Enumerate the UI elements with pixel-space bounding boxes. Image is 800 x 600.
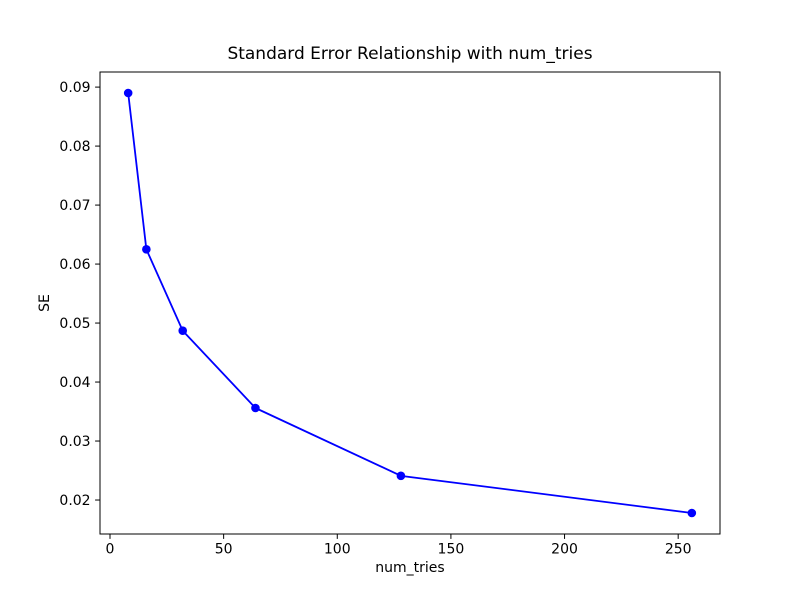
- x-tick-label: 250: [665, 541, 692, 557]
- x-tick-label: 150: [438, 541, 465, 557]
- data-point: [142, 245, 151, 254]
- x-tick-label: 100: [324, 541, 351, 557]
- data-point: [251, 403, 260, 413]
- y-tick-label: 0.04: [59, 375, 90, 391]
- data-point: [396, 471, 406, 481]
- chart-title: Standard Error Relationship with num_tri…: [227, 44, 593, 64]
- data-point: [178, 326, 188, 336]
- y-tick-label: 0.02: [59, 493, 90, 509]
- axes-frame: [99, 71, 721, 535]
- x-tick-label: 50: [215, 541, 233, 557]
- y-tick-label: 0.03: [59, 434, 90, 450]
- x-axis-label: num_tries: [375, 560, 445, 576]
- data-point: [123, 88, 133, 98]
- y-tick-label: 0.08: [59, 139, 90, 155]
- y-tick-label: 0.07: [59, 198, 90, 214]
- data-point: [687, 508, 697, 518]
- x-tick-label: 200: [551, 541, 578, 557]
- plot-background: [100, 72, 720, 534]
- y-axis-label: SE: [37, 294, 53, 312]
- data-line: [127, 92, 692, 514]
- x-tick-label: 0: [106, 541, 115, 557]
- y-tick-label: 0.06: [59, 257, 90, 273]
- y-tick-label: 0.09: [59, 80, 90, 96]
- y-tick-label: 0.05: [59, 316, 90, 332]
